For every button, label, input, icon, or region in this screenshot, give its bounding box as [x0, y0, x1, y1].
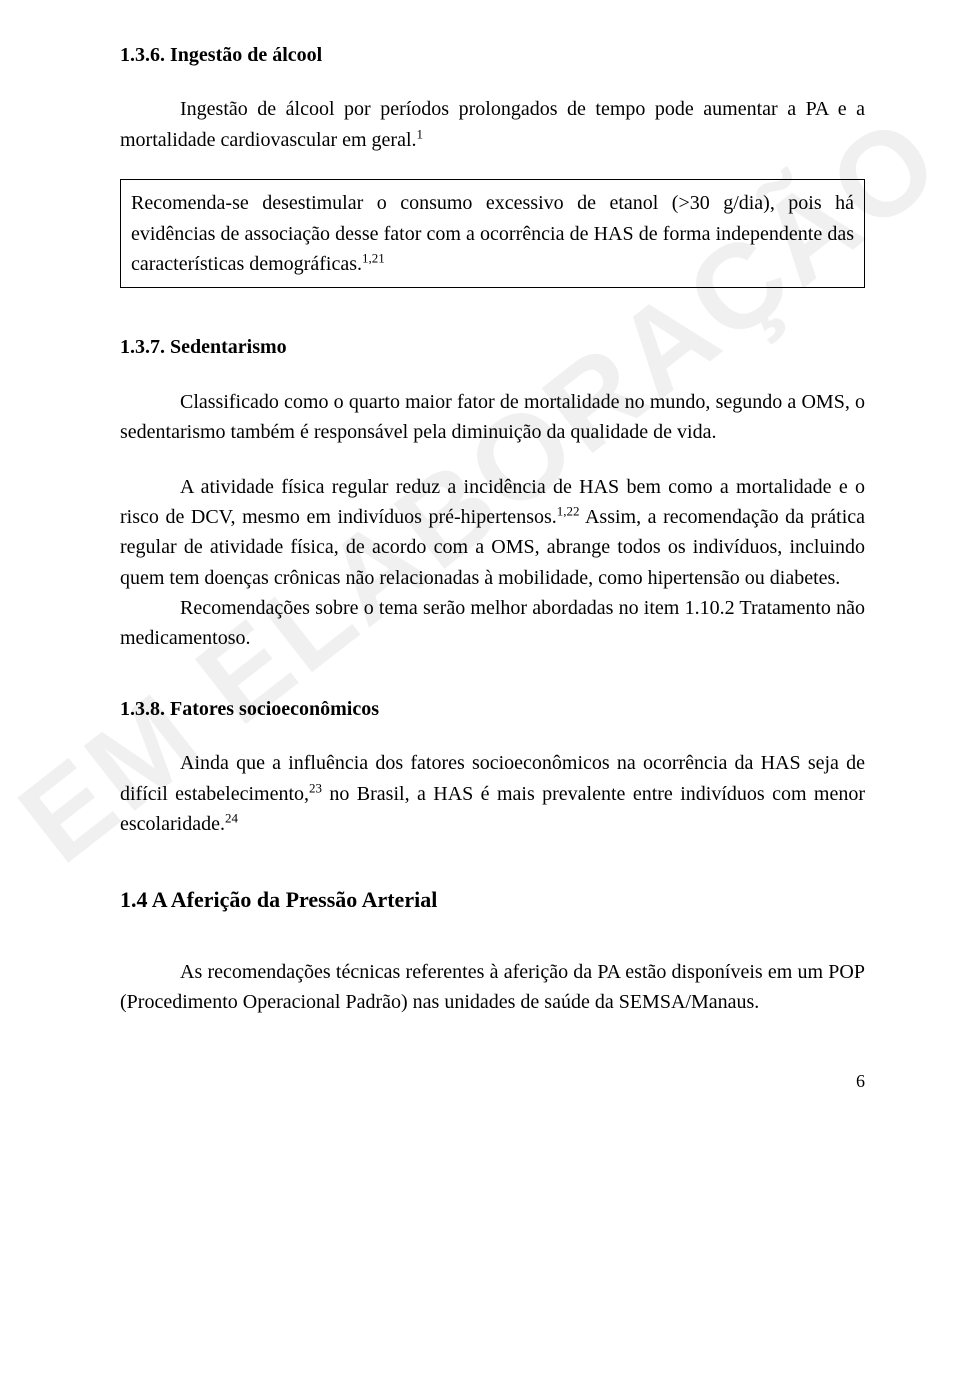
sup-138-1: 23: [309, 780, 322, 795]
heading-14: 1.4 A Aferição da Pressão Arterial: [120, 883, 865, 916]
heading-137: 1.3.7. Sedentarismo: [120, 332, 865, 362]
para-136-1: Ingestão de álcool por períodos prolonga…: [120, 94, 865, 155]
para-138-1: Ainda que a influência dos fatores socio…: [120, 748, 865, 839]
sup-137-2: 1,22: [557, 503, 580, 518]
para-137-2: A atividade física regular reduz a incid…: [120, 472, 865, 594]
sup-136-1: 1: [417, 126, 424, 141]
recommendation-box-136: Recomenda-se desestimular o consumo exce…: [120, 179, 865, 288]
para-14-1: As recomendações técnicas referentes à a…: [120, 957, 865, 1018]
text-136-1: Ingestão de álcool por períodos prolonga…: [120, 98, 865, 150]
para-137-3: Recomendações sobre o tema serão melhor …: [120, 593, 865, 654]
sup-138-2: 24: [225, 810, 238, 825]
page-number: 6: [120, 1068, 865, 1095]
para-137-1: Classificado como o quarto maior fator d…: [120, 387, 865, 448]
box-sup-136: 1,21: [362, 250, 385, 265]
page-content: 1.3.6. Ingestão de álcool Ingestão de ál…: [0, 0, 960, 1135]
heading-138: 1.3.8. Fatores socioeconômicos: [120, 694, 865, 724]
heading-136: 1.3.6. Ingestão de álcool: [120, 40, 865, 70]
box-text-136: Recomenda-se desestimular o consumo exce…: [131, 192, 854, 275]
